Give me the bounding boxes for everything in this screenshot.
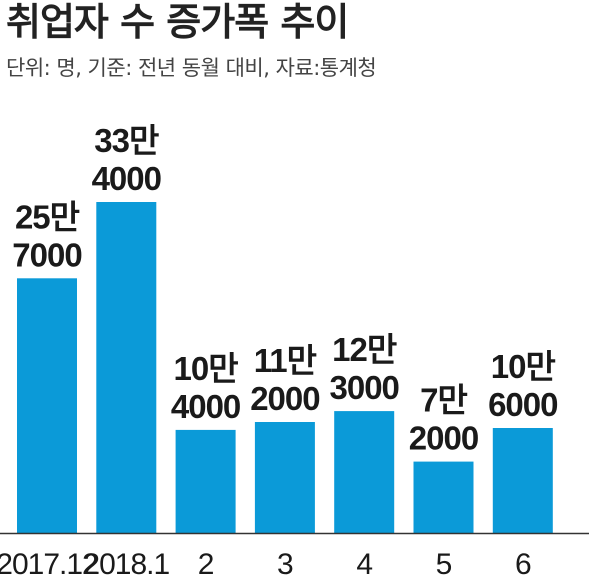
data-label-5-line-1: 2000 [409,420,478,457]
x-tick-label-2: 2 [198,548,214,581]
chart-title: 취업자 수 증가폭 추이 [6,0,349,44]
x-tick-label-1: 2018.1 [83,548,169,581]
x-tick-label-6: 6 [515,548,531,581]
bar-4 [334,411,395,533]
data-label-6-line-1: 6000 [488,386,557,423]
bar-5 [413,461,474,533]
bar-2 [175,429,236,533]
bar-6 [492,428,553,533]
data-label-2-line-0: 10만 [174,350,239,387]
data-label-4-line-1: 3000 [329,369,398,406]
bar-1 [96,202,157,533]
data-label-1-line-1: 4000 [92,160,161,197]
data-label-0-line-1: 7000 [12,236,81,273]
x-tick-label-4: 4 [356,548,372,581]
data-label-4-line-0: 12만 [332,331,397,368]
chart-subtitle: 단위: 명, 기준: 전년 동월 대비, 자료:통계청 [6,56,377,80]
data-label-3-line-1: 2000 [250,380,319,417]
bar-0 [17,278,77,533]
x-tick-label-3: 3 [277,548,293,581]
x-tick-label-5: 5 [436,548,452,581]
data-label-1-line-0: 33만 [94,122,159,159]
x-tick-label-0: 2017.12 [0,548,98,581]
data-label-3-line-0: 11만 [254,342,317,379]
bar-3 [254,422,315,533]
data-label-6-line-0: 10만 [491,348,556,385]
data-label-5-line-0: 7만 [420,382,467,419]
data-label-0-line-0: 25만 [15,198,80,235]
data-label-2-line-1: 4000 [171,388,240,425]
